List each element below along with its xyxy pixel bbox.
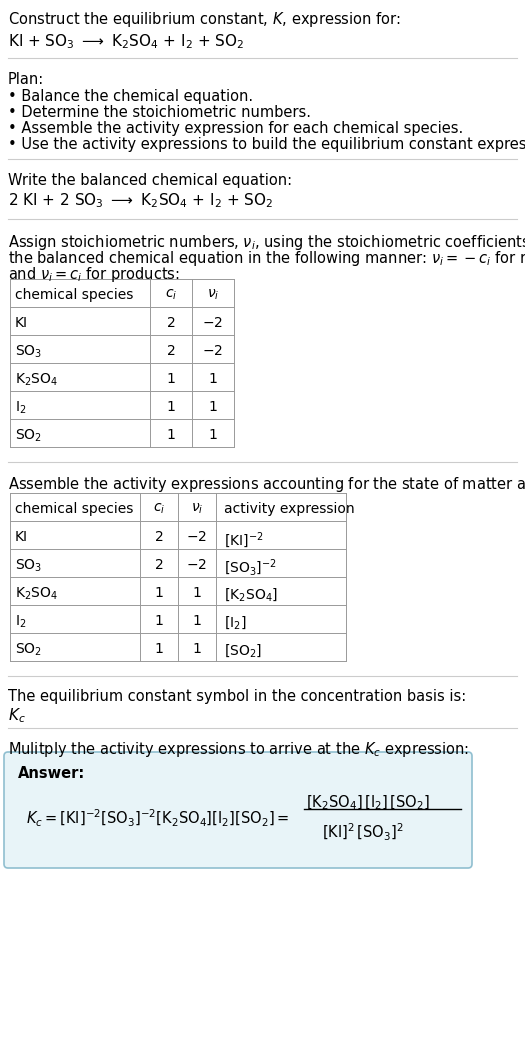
Text: $-2$: $-2$ [203,344,224,358]
Text: • Determine the stoichiometric numbers.: • Determine the stoichiometric numbers. [8,105,311,120]
Text: Assign stoichiometric numbers, $\nu_i$, using the stoichiometric coefficients, $: Assign stoichiometric numbers, $\nu_i$, … [8,233,525,252]
Text: 2: 2 [166,344,175,358]
Text: Mulitply the activity expressions to arrive at the $K_c$ expression:: Mulitply the activity expressions to arr… [8,740,469,759]
Text: • Use the activity expressions to build the equilibrium constant expression.: • Use the activity expressions to build … [8,137,525,152]
Text: • Assemble the activity expression for each chemical species.: • Assemble the activity expression for e… [8,121,463,136]
Text: $\nu_i$: $\nu_i$ [207,288,219,303]
Text: $c_i$: $c_i$ [165,288,177,303]
Text: 1: 1 [154,614,163,628]
Text: Assemble the activity expressions accounting for the state of matter and $\nu_i$: Assemble the activity expressions accoun… [8,475,525,494]
Text: 1: 1 [208,372,217,386]
Text: the balanced chemical equation in the following manner: $\nu_i = -c_i$ for react: the balanced chemical equation in the fo… [8,249,525,268]
Text: KI + SO$_3$ $\longrightarrow$ K$_2$SO$_4$ + I$_2$ + SO$_2$: KI + SO$_3$ $\longrightarrow$ K$_2$SO$_4… [8,32,245,51]
Text: 2: 2 [166,316,175,330]
Text: and $\nu_i = c_i$ for products:: and $\nu_i = c_i$ for products: [8,266,180,284]
Text: 1: 1 [208,428,217,442]
Text: $-2$: $-2$ [186,558,207,572]
Text: $\nu_i$: $\nu_i$ [191,502,203,516]
FancyBboxPatch shape [4,752,472,868]
Text: $K_c = [\mathrm{KI}]^{-2}[\mathrm{SO_3}]^{-2}[\mathrm{K_2SO_4}][\mathrm{I_2}][\m: $K_c = [\mathrm{KI}]^{-2}[\mathrm{SO_3}]… [26,808,289,829]
Text: Write the balanced chemical equation:: Write the balanced chemical equation: [8,173,292,188]
Text: The equilibrium constant symbol in the concentration basis is:: The equilibrium constant symbol in the c… [8,689,466,704]
Text: • Balance the chemical equation.: • Balance the chemical equation. [8,89,253,104]
Text: Construct the equilibrium constant, $K$, expression for:: Construct the equilibrium constant, $K$,… [8,10,401,29]
Text: SO$_3$: SO$_3$ [15,344,42,360]
Text: activity expression: activity expression [224,502,354,516]
Text: [KI]$^{-2}$: [KI]$^{-2}$ [224,530,264,550]
Text: Answer:: Answer: [18,766,85,781]
Text: Plan:: Plan: [8,72,44,87]
Text: 1: 1 [193,586,202,600]
Text: 1: 1 [166,428,175,442]
Text: [I$_2$]: [I$_2$] [224,614,247,631]
Text: I$_2$: I$_2$ [15,614,26,631]
Text: 1: 1 [193,614,202,628]
Text: SO$_2$: SO$_2$ [15,428,42,444]
Text: 2: 2 [155,558,163,572]
Text: $-2$: $-2$ [186,530,207,544]
Text: K$_2$SO$_4$: K$_2$SO$_4$ [15,586,58,602]
Text: $-2$: $-2$ [203,316,224,330]
Text: 1: 1 [166,372,175,386]
Text: SO$_3$: SO$_3$ [15,558,42,575]
Text: 2 KI + 2 SO$_3$ $\longrightarrow$ K$_2$SO$_4$ + I$_2$ + SO$_2$: 2 KI + 2 SO$_3$ $\longrightarrow$ K$_2$S… [8,191,274,209]
Text: KI: KI [15,530,28,544]
Text: [SO$_2$]: [SO$_2$] [224,643,262,658]
Text: 1: 1 [193,643,202,656]
Text: $[\mathrm{KI}]^2\,[\mathrm{SO_3}]^2$: $[\mathrm{KI}]^2\,[\mathrm{SO_3}]^2$ [322,822,404,843]
Text: $c_i$: $c_i$ [153,502,165,516]
Text: $[\mathrm{K_2SO_4}]\,[\mathrm{I_2}]\,[\mathrm{SO_2}]$: $[\mathrm{K_2SO_4}]\,[\mathrm{I_2}]\,[\m… [306,794,430,812]
Text: 1: 1 [166,400,175,414]
Text: 1: 1 [154,586,163,600]
Text: 1: 1 [154,643,163,656]
Text: $K_c$: $K_c$ [8,706,26,724]
Text: SO$_2$: SO$_2$ [15,643,42,658]
Text: chemical species: chemical species [15,288,133,302]
Text: KI: KI [15,316,28,330]
Text: [K$_2$SO$_4$]: [K$_2$SO$_4$] [224,586,278,603]
Text: K$_2$SO$_4$: K$_2$SO$_4$ [15,372,58,389]
Text: 2: 2 [155,530,163,544]
Text: chemical species: chemical species [15,502,133,516]
Text: [SO$_3$]$^{-2}$: [SO$_3$]$^{-2}$ [224,558,277,579]
Text: I$_2$: I$_2$ [15,400,26,416]
Text: 1: 1 [208,400,217,414]
